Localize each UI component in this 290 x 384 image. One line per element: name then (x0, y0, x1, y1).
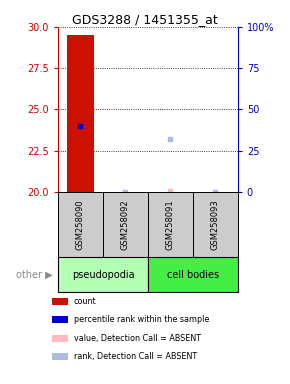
Bar (67, 35, 94, 192)
Text: rank, Detection Call = ABSENT: rank, Detection Call = ABSENT (74, 352, 197, 361)
Text: percentile rank within the sample: percentile rank within the sample (74, 315, 209, 324)
Text: count: count (74, 297, 97, 306)
Text: other ▶: other ▶ (16, 270, 52, 280)
Text: cell bodies: cell bodies (167, 270, 219, 280)
Text: pseudopodia: pseudopodia (72, 270, 134, 280)
Text: GSM258093: GSM258093 (211, 199, 220, 250)
Text: GSM258091: GSM258091 (166, 199, 175, 250)
Text: GDS3288 / 1451355_at: GDS3288 / 1451355_at (72, 13, 218, 26)
Text: GSM258092: GSM258092 (121, 199, 130, 250)
Text: value, Detection Call = ABSENT: value, Detection Call = ABSENT (74, 334, 201, 343)
Text: GSM258090: GSM258090 (76, 199, 85, 250)
